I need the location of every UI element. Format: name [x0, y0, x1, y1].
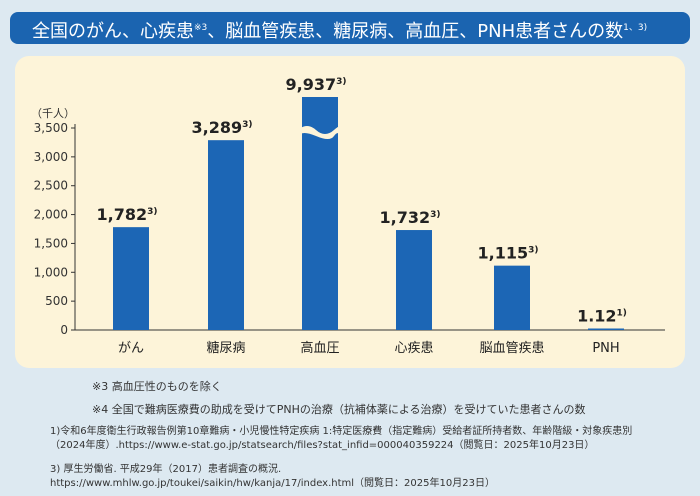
chart-title: 全国のがん、心疾患※3、脳血管疾患、糖尿病、高血圧、PNH患者さんの数1、3) — [10, 12, 690, 44]
y-tick-label: 1,500 — [34, 236, 68, 250]
note-3: ※3 高血圧性のものを除く — [92, 380, 222, 393]
y-tick-label: 500 — [45, 294, 68, 308]
axis-break-mark — [298, 126, 343, 139]
y-tick-label: 2,000 — [34, 208, 68, 222]
title-text: 全国のがん、心疾患 — [32, 21, 194, 42]
bar-1 — [208, 140, 244, 330]
x-tick-label-0: がん — [118, 341, 144, 356]
y-tick-label: 0 — [60, 323, 68, 337]
title-text-2: 、脳血管疾患、糖尿病、高血圧、PNH患者さんの数 — [207, 21, 624, 42]
x-tick-label-1: 糖尿病 — [206, 340, 245, 356]
y-tick-label: 3,500 — [34, 121, 68, 135]
title-refs: 1、3) — [623, 23, 648, 33]
data-label-0: 1,7823) — [97, 205, 158, 224]
ref-1-line1: 1)令和6年度衛生行政報告例第10章難病・小児慢性特定疾病 1:特定医療費（指定… — [50, 426, 633, 437]
y-tick-label: 3,000 — [34, 150, 68, 164]
data-label-4: 1,1153) — [478, 244, 539, 263]
x-tick-label-5: PNH — [592, 341, 619, 356]
bar-3 — [396, 230, 432, 330]
bar-4 — [494, 265, 530, 330]
chart-panel: （千人） 0 500 1,000 1,500 2,000 2,500 3,000 3,500 1,… — [15, 56, 685, 368]
x-tick-label-2: 高血圧 — [300, 340, 339, 356]
ref-3-line2: https://www.mhlw.go.jp/toukei/saikin/hw/… — [50, 478, 495, 489]
data-label-1: 3,2893) — [192, 118, 253, 137]
data-label-5: 1.121) — [577, 307, 627, 326]
note-4: ※4 全国で難病医療費の助成を受けてPNHの治療（抗補体薬による治療）を受けてい… — [92, 403, 586, 416]
title-note: ※3 — [194, 23, 208, 33]
x-tick-label-3: 心疾患 — [394, 341, 433, 356]
y-tick-label: 2,500 — [34, 179, 68, 193]
data-label-3: 1,7323) — [380, 208, 441, 227]
ref-3-line1: 3) 厚生労働省. 平成29年（2017）患者調査の概況. — [50, 464, 282, 475]
x-tick-label-4: 脳血管疾患 — [479, 341, 544, 356]
data-label-2: 9,9373) — [286, 75, 347, 94]
bar-5 — [588, 328, 624, 330]
y-tick-label: 1,000 — [34, 265, 68, 279]
ref-1-line2: （2024年度）.https://www.e-stat.go.jp/statse… — [50, 440, 595, 451]
y-axis-label: （千人） — [31, 107, 75, 120]
bar-chart: （千人） 0 500 1,000 1,500 2,000 2,500 3,000 3,500 1,… — [31, 75, 665, 356]
bar-0 — [113, 227, 149, 330]
